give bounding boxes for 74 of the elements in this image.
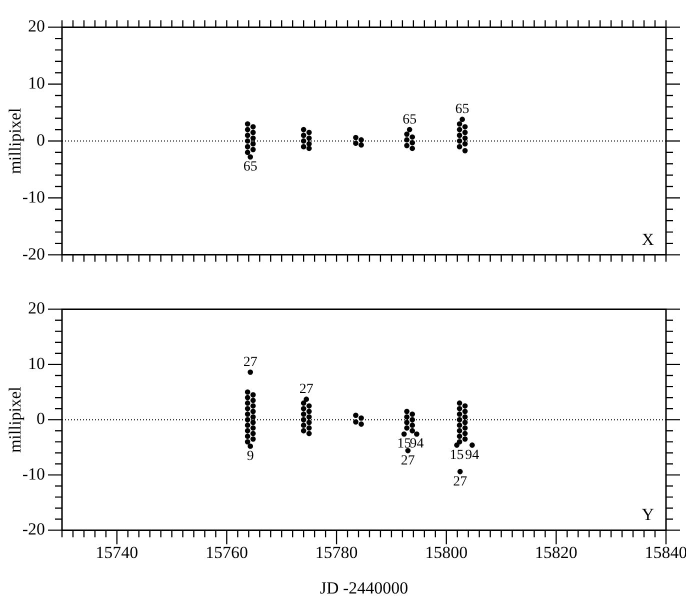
point — [306, 141, 312, 147]
point — [404, 142, 410, 148]
annotation: 65 — [243, 160, 258, 175]
y-tick-label: -10 — [22, 187, 45, 206]
annotation: 9 — [246, 448, 254, 464]
point — [410, 134, 416, 140]
point — [456, 132, 462, 138]
x-tick-label: 15740 — [96, 542, 138, 562]
point — [300, 138, 306, 144]
annotation: 94 — [465, 448, 480, 463]
x-tick-label: 15760 — [205, 542, 248, 562]
point — [244, 126, 250, 132]
point — [404, 137, 410, 143]
point — [300, 126, 306, 132]
annotation: 94 — [410, 436, 424, 452]
point — [404, 131, 410, 137]
point — [244, 144, 250, 150]
point — [250, 130, 256, 136]
point — [462, 130, 468, 136]
point — [456, 138, 462, 144]
y-tick-label: 10 — [28, 354, 45, 373]
point — [462, 124, 468, 130]
point — [353, 134, 358, 140]
point — [244, 138, 250, 144]
point — [410, 146, 416, 152]
annotation: 27 — [400, 453, 415, 468]
x-axis-title: JD -2440000 — [320, 578, 408, 598]
y-tick-label: -20 — [22, 520, 45, 539]
point — [353, 140, 358, 146]
point — [358, 142, 364, 148]
point — [244, 121, 250, 127]
point — [300, 144, 306, 150]
point — [250, 124, 256, 130]
annotation: 65 — [455, 102, 470, 118]
annotation: 27 — [299, 382, 314, 397]
x-tick-label: 15780 — [315, 542, 358, 562]
y-tick-label: 10 — [28, 74, 45, 93]
x-tick-label: 15820 — [534, 542, 578, 562]
y-axis-title: millipixel — [6, 386, 25, 453]
point — [460, 116, 465, 122]
point — [456, 121, 462, 127]
point — [244, 132, 250, 138]
y-tick-label: 20 — [28, 16, 45, 36]
annotation: 15 — [450, 448, 464, 463]
point — [250, 141, 256, 147]
point — [250, 135, 256, 141]
y-tick-label: 0 — [36, 409, 45, 428]
annotation: X — [642, 230, 654, 249]
point — [248, 154, 254, 160]
point — [462, 141, 468, 147]
annotation: 15 — [397, 436, 412, 452]
y-axis-title: millipixel — [6, 108, 25, 174]
point — [358, 137, 364, 143]
annotation: 65 — [402, 112, 417, 128]
point — [406, 126, 412, 132]
point — [306, 135, 312, 141]
point — [300, 132, 306, 138]
y-tick-label: -20 — [22, 244, 45, 264]
point — [462, 148, 468, 154]
y-tick-label: -10 — [22, 464, 45, 484]
point — [456, 126, 462, 132]
annotation: Y — [642, 505, 654, 524]
annotation: 27 — [243, 354, 258, 370]
y-tick-label: 0 — [36, 130, 45, 150]
point — [410, 140, 416, 146]
x-tick-label: 15800 — [425, 542, 468, 562]
annotation: 27 — [453, 474, 468, 490]
point — [462, 135, 468, 141]
point — [250, 146, 256, 152]
y-tick-label: 20 — [28, 298, 45, 318]
point — [456, 144, 462, 150]
point — [306, 130, 312, 136]
point — [306, 146, 312, 152]
point — [244, 150, 250, 156]
